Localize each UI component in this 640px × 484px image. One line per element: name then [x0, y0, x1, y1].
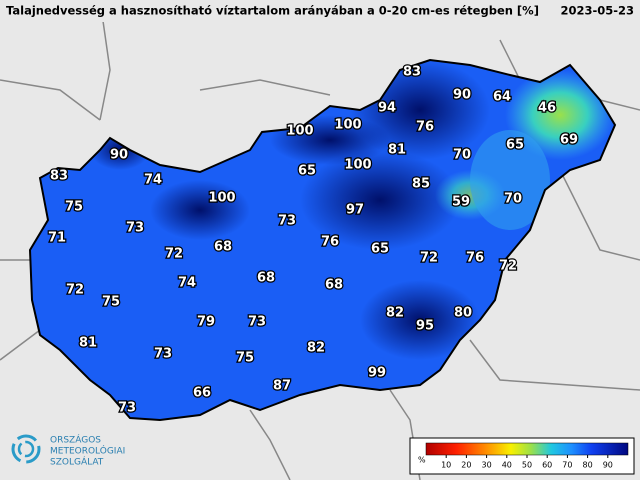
- station-value: 69: [560, 133, 578, 148]
- station-value: 83: [403, 65, 421, 80]
- station-value: 87: [273, 379, 291, 394]
- legend-tick-label: 30: [482, 461, 492, 470]
- station-value: 85: [412, 177, 430, 192]
- station-value: 80: [454, 306, 472, 321]
- station-value: 81: [388, 143, 406, 158]
- station-value: 46: [538, 101, 556, 116]
- station-value: 97: [346, 203, 364, 218]
- station-value: 76: [321, 235, 339, 250]
- legend-tick-label: 10: [441, 461, 451, 470]
- station-value: 79: [197, 315, 215, 330]
- station-value: 75: [236, 351, 254, 366]
- station-value: 73: [118, 401, 136, 416]
- legend-tick-label: 40: [502, 461, 512, 470]
- station-value: 82: [386, 306, 404, 321]
- legend: % 10 20 30 40 50 60 70 80 90: [409, 437, 635, 475]
- station-value: 72: [420, 251, 438, 266]
- station-value: 100: [344, 158, 371, 173]
- logo-text: METEOROLÓGIAI: [50, 445, 125, 457]
- station-value: 94: [378, 101, 396, 116]
- station-value: 64: [493, 90, 511, 105]
- legend-tick-label: 60: [542, 461, 552, 470]
- legend-tick-label: 50: [522, 461, 532, 470]
- station-value: 75: [102, 295, 120, 310]
- station-value: 76: [466, 251, 484, 266]
- legend-tick-label: 70: [562, 461, 572, 470]
- station-value: 95: [416, 319, 434, 334]
- station-value: 59: [452, 195, 470, 210]
- station-value: 72: [165, 247, 183, 262]
- logo: ORSZÁGOS METEOROLÓGIAI SZOLGÁLAT: [11, 434, 125, 468]
- station-value: 68: [214, 240, 232, 255]
- station-value: 83: [50, 169, 68, 184]
- station-value: 68: [325, 278, 343, 293]
- station-value: 65: [298, 164, 316, 179]
- station-value: 73: [126, 221, 144, 236]
- station-value: 73: [154, 347, 172, 362]
- legend-unit: %: [418, 456, 426, 465]
- station-value: 90: [110, 148, 128, 163]
- station-value: 65: [506, 138, 524, 153]
- station-value: 66: [193, 386, 211, 401]
- station-value: 71: [48, 231, 66, 246]
- legend-tick-label: 80: [583, 461, 593, 470]
- station-value: 82: [307, 341, 325, 356]
- legend-tick-label: 90: [603, 461, 613, 470]
- station-value: 65: [371, 242, 389, 257]
- station-value: 74: [144, 173, 162, 188]
- date: 2023-05-23: [560, 4, 634, 18]
- station-value: 73: [278, 214, 296, 229]
- station-labels: 83 90 64 46 94 100 100 76 69 65 70 81 90 100 65 83 74 85 5…: [47, 63, 580, 417]
- station-value: 99: [368, 366, 386, 381]
- logo-text: SZOLGÁLAT: [50, 456, 104, 468]
- station-value: 75: [65, 200, 83, 215]
- station-value: 70: [453, 148, 471, 163]
- colorbar: [425, 442, 629, 456]
- station-value: 73: [248, 315, 266, 330]
- logo-text: ORSZÁGOS: [50, 434, 101, 446]
- legend-tick-label: 20: [461, 461, 471, 470]
- station-value: 70: [504, 192, 522, 207]
- title: Talajnedvesség a hasznosítható víztartal…: [6, 4, 539, 18]
- station-value: 74: [178, 276, 196, 291]
- station-value: 68: [257, 271, 275, 286]
- station-value: 100: [208, 191, 235, 206]
- station-value: 100: [334, 118, 361, 133]
- station-value: 81: [79, 336, 97, 351]
- station-value: 90: [453, 88, 471, 103]
- station-value: 100: [286, 124, 313, 139]
- station-value: 76: [416, 120, 434, 135]
- station-value: 72: [499, 259, 517, 274]
- station-value: 72: [66, 283, 84, 298]
- title-bar: [0, 0, 640, 22]
